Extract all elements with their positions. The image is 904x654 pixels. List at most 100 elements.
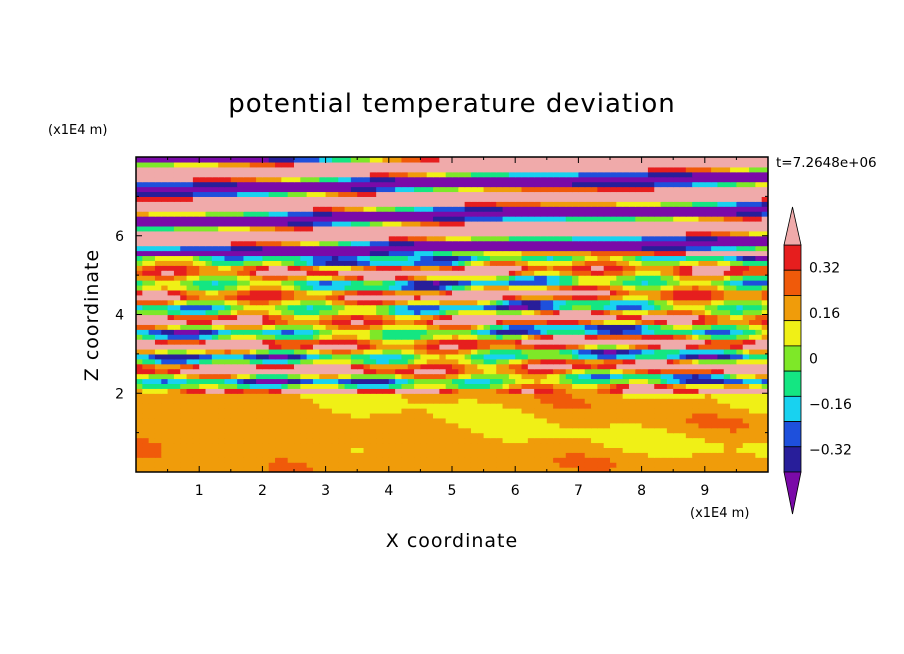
field-cell [717, 427, 725, 434]
field-cell [287, 408, 295, 414]
field-cell [628, 329, 636, 335]
field-cell [660, 403, 668, 409]
field-cell [167, 225, 175, 232]
field-cell [401, 358, 409, 365]
field-cell [338, 452, 346, 458]
field-cell [616, 225, 624, 232]
field-cell [572, 368, 579, 375]
field-cell [382, 265, 390, 271]
field-cell [312, 373, 320, 380]
field-cell [338, 284, 346, 291]
field-cell [723, 240, 731, 247]
field-cell [287, 240, 295, 247]
field-cell [723, 289, 731, 296]
field-cell [521, 462, 529, 468]
field-cell [357, 457, 365, 463]
field-cell [420, 378, 428, 385]
field-cell [256, 427, 263, 434]
field-cell [616, 260, 624, 266]
field-cell [622, 427, 630, 434]
field-cell [306, 314, 314, 321]
field-cell [249, 437, 257, 444]
field-cell [534, 309, 542, 316]
field-cell [230, 275, 238, 281]
field-cell [243, 452, 251, 458]
field-cell [199, 447, 207, 453]
field-cell [458, 299, 466, 306]
field-cell [628, 289, 636, 296]
field-cell [369, 457, 377, 463]
field-cell [407, 422, 415, 429]
field-cell [578, 280, 586, 286]
field-cell [186, 329, 194, 335]
field-cell [527, 280, 535, 286]
field-cell [685, 442, 693, 448]
field-cell [205, 265, 213, 271]
field-cell [199, 432, 207, 439]
field-cell [553, 319, 561, 325]
field-cell [477, 289, 485, 296]
field-cell [420, 452, 428, 458]
field-cell [243, 289, 251, 296]
field-cell [622, 265, 630, 271]
field-cell [685, 245, 693, 252]
field-cell [192, 255, 200, 261]
field-cell [572, 299, 579, 306]
field-cell [464, 353, 472, 360]
field-cell [199, 304, 207, 311]
field-cell [249, 319, 257, 325]
field-cell [148, 304, 156, 311]
field-cell [287, 462, 295, 468]
field-cell [312, 442, 320, 448]
field-cell [243, 314, 251, 321]
field-cell [237, 442, 245, 448]
field-cell [167, 363, 175, 370]
field-cell [559, 373, 567, 380]
field-cell [572, 245, 579, 252]
field-cell [515, 319, 523, 325]
field-cell [388, 417, 396, 424]
field-cell [578, 383, 586, 389]
field-cell [243, 309, 251, 316]
field-cell [382, 462, 390, 468]
field-cell [275, 245, 282, 252]
field-cell [439, 398, 447, 404]
field-cell [692, 339, 700, 345]
field-cell [382, 344, 390, 350]
field-cell [565, 324, 573, 330]
field-cell [704, 294, 712, 301]
field-cell [736, 363, 744, 370]
field-cell [357, 339, 365, 345]
field-cell [186, 250, 194, 257]
field-cell [344, 294, 352, 301]
field-cell [319, 462, 327, 468]
field-cell [515, 235, 523, 242]
field-cell [142, 280, 150, 286]
field-cell [565, 447, 573, 453]
field-cell [414, 270, 421, 276]
field-cell [477, 368, 485, 375]
field-cell [205, 284, 213, 291]
field-cell [211, 329, 219, 335]
field-cell [142, 408, 150, 414]
field-cell [452, 260, 459, 266]
field-cell [300, 265, 308, 271]
field-cell [445, 373, 453, 380]
field-cell [136, 235, 143, 242]
field-cell [559, 437, 567, 444]
field-cell [426, 383, 434, 389]
field-cell [382, 422, 390, 429]
field-cell [591, 378, 598, 385]
field-cell [401, 348, 409, 355]
field-cell [300, 289, 308, 296]
field-cell [584, 265, 592, 271]
field-cell [749, 403, 756, 409]
field-cell [496, 329, 504, 335]
field-cell [603, 417, 611, 424]
field-cell [268, 403, 276, 409]
field-cell [666, 329, 674, 335]
field-cell [218, 225, 226, 232]
field-cell [515, 417, 523, 424]
field-cell [458, 417, 466, 424]
field-cell [256, 240, 263, 247]
